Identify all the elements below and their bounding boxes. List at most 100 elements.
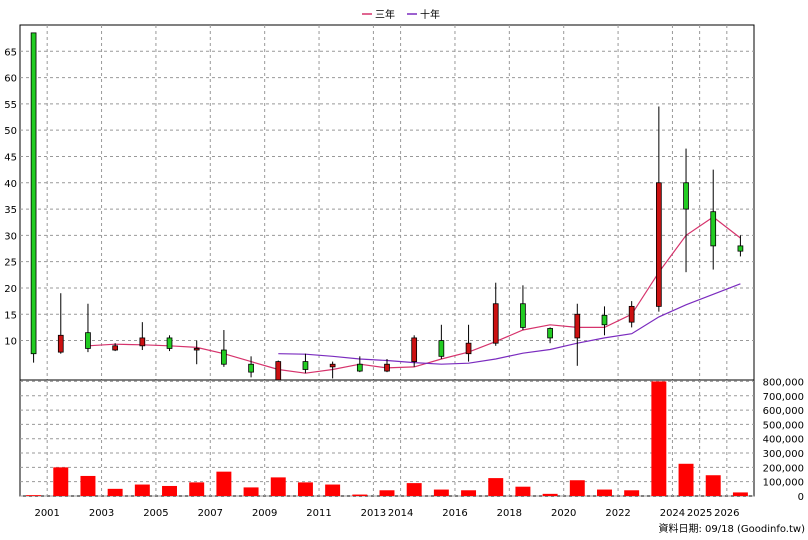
x-tick-label: 2011 (306, 508, 331, 519)
volume-bar (651, 381, 667, 496)
volume-bar (216, 471, 232, 496)
x-axis: 2001 2003 2005 2007 2009 2011 2013 2014 2016 2018… (34, 508, 739, 519)
candle-body (710, 211, 717, 247)
price-tick-label: 10 (4, 337, 17, 348)
candle-body (547, 328, 553, 339)
price-tick-label: 60 (4, 74, 17, 85)
volume-bar (542, 493, 558, 496)
x-tick-label: 2018 (497, 508, 522, 519)
volume-tick-label: 700,000 (763, 392, 804, 403)
volume-tick-label: 0 (798, 492, 804, 503)
candle-body (356, 363, 363, 372)
price-tick-label: 30 (4, 231, 17, 242)
price-tick-label: 35 (4, 205, 17, 216)
x-tick-label: 2013 (361, 508, 386, 519)
candle-body (737, 245, 744, 252)
candle-body (248, 363, 254, 373)
volume-bar (352, 494, 368, 496)
x-tick-label: 2001 (34, 508, 59, 519)
volume-bar (270, 477, 286, 496)
volume-tick-label: 600,000 (763, 406, 804, 417)
x-tick-label: 2024 (660, 508, 685, 519)
price-tick-label: 55 (4, 100, 17, 111)
volume-tick-label: 500,000 (763, 420, 804, 431)
candle-body (656, 182, 662, 307)
price-tick-label: 15 (4, 310, 17, 321)
x-tick-label: 2026 (714, 508, 739, 519)
candle-body (492, 303, 499, 344)
x-tick-label: 2025 (687, 508, 712, 519)
volume-bar (53, 467, 69, 496)
candle-body (465, 342, 472, 355)
candle-body (30, 32, 37, 355)
volume-bar (569, 480, 585, 496)
price-tick-label: 65 (4, 47, 17, 58)
volume-tick-label: 200,000 (763, 463, 804, 474)
volume-bar (379, 490, 395, 496)
x-tick-label: 2016 (442, 508, 467, 519)
volume-tick-label: 800,000 (763, 377, 804, 388)
candle-body (193, 348, 200, 351)
candle-body (683, 182, 689, 210)
candle-body (221, 349, 227, 365)
volume-bar (678, 463, 694, 496)
volume-bar (297, 482, 313, 496)
x-tick-label: 2003 (89, 508, 114, 519)
volume-tick-label: 400,000 (763, 435, 804, 446)
legend-label: 三年 (375, 8, 395, 21)
volume-bar (488, 478, 504, 496)
candle-body (438, 340, 445, 357)
chart-legend: 三年 十年 (362, 8, 440, 21)
volume-tick-label: 300,000 (763, 449, 804, 460)
volume-bar (406, 483, 422, 496)
price-tick-label: 45 (4, 152, 17, 163)
candle-body (275, 361, 282, 381)
volume-bar (26, 495, 42, 496)
x-tick-label: 2005 (143, 508, 168, 519)
x-tick-label: 2014 (388, 508, 413, 519)
price-tick-label: 40 (4, 179, 17, 190)
candle-body (302, 361, 309, 370)
price-panel: 10 15 20 25 30 35 40 45 50 55 60 65 (4, 24, 755, 381)
candle-body (601, 314, 608, 326)
volume-bar (461, 490, 477, 496)
data-date-note: 資料日期: 09/18 (Goodinfo.tw) (658, 522, 805, 535)
volume-panel: 0 100,000 200,000 300,000 400,000 500,000 600,… (19, 377, 804, 503)
price-tick-label: 20 (4, 284, 17, 295)
volume-bar (433, 489, 449, 496)
candle-body (384, 363, 390, 372)
candle-body (628, 305, 635, 323)
volume-bar (624, 490, 640, 496)
candle-body (166, 337, 173, 349)
volume-bar (134, 484, 150, 496)
volume-bar (732, 492, 748, 496)
candle-body (574, 313, 581, 339)
x-tick-label: 2020 (551, 508, 576, 519)
candle-body (411, 337, 418, 362)
volume-bar (107, 488, 123, 496)
candle-body (85, 332, 91, 349)
volume-frame (19, 379, 755, 497)
volume-bar (162, 485, 177, 496)
ma10-line (278, 283, 741, 365)
x-tick-label: 2009 (252, 508, 277, 519)
volume-bar (243, 487, 259, 496)
volume-tick-label: 100,000 (763, 478, 804, 489)
candle-body (57, 334, 64, 353)
legend-label: 十年 (420, 8, 440, 21)
x-tick-label: 2022 (605, 508, 630, 519)
volume-bar (189, 482, 205, 496)
candle-body (520, 303, 526, 328)
x-tick-label: 2007 (198, 508, 223, 519)
volume-bar (80, 475, 96, 496)
volume-bar (515, 486, 531, 496)
volume-bar (597, 489, 612, 496)
price-tick-label: 50 (4, 126, 17, 137)
candle-body (139, 337, 146, 347)
candle-body (112, 345, 118, 351)
volume-bar (705, 475, 721, 496)
volume-bar (325, 484, 341, 496)
price-tick-label: 25 (4, 258, 17, 269)
candle-body (329, 363, 336, 368)
